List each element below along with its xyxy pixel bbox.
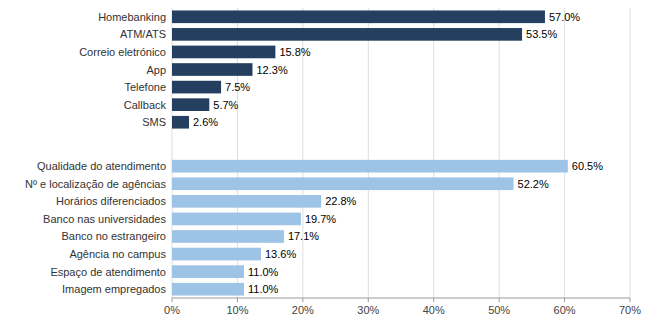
bar bbox=[172, 213, 301, 226]
grid-line bbox=[499, 8, 500, 298]
value-label: 17.1% bbox=[288, 230, 319, 242]
bar bbox=[172, 283, 244, 296]
value-label: 60.5% bbox=[572, 160, 603, 172]
x-tick-label: 70% bbox=[619, 304, 641, 316]
y-tick-label: Agência no campus bbox=[69, 248, 166, 260]
bar bbox=[172, 248, 261, 261]
y-axis: Homebanking ATM/ATS Correio eletrónico App T… bbox=[25, 11, 166, 295]
value-label: 2.6% bbox=[193, 116, 218, 128]
x-tick bbox=[302, 298, 303, 302]
bar bbox=[172, 195, 321, 208]
grid-line bbox=[630, 8, 631, 298]
y-tick-label: Banco nas universidades bbox=[43, 213, 166, 225]
x-tick-label: 0% bbox=[164, 304, 180, 316]
y-tick-label: ATM/ATS bbox=[120, 28, 166, 40]
y-tick-label: Correio eletrónico bbox=[79, 46, 166, 58]
x-axis-line bbox=[172, 298, 630, 299]
value-label: 11.0% bbox=[248, 283, 279, 295]
y-tick-label: Imagem empregados bbox=[62, 283, 166, 295]
x-tick-label: 20% bbox=[292, 304, 314, 316]
value-label: 52.2% bbox=[518, 178, 549, 190]
bar bbox=[172, 81, 221, 94]
bar bbox=[172, 116, 189, 129]
bars bbox=[172, 10, 568, 295]
y-tick-label: Espaço de atendimento bbox=[50, 266, 166, 278]
x-tick-label: 50% bbox=[488, 304, 510, 316]
bar bbox=[172, 28, 522, 41]
x-tick bbox=[433, 298, 434, 302]
y-tick-label: Qualidade do atendimento bbox=[37, 160, 166, 172]
value-label: 7.5% bbox=[225, 81, 250, 93]
value-label: 53.5% bbox=[526, 28, 557, 40]
y-tick-label: SMS bbox=[142, 116, 166, 128]
value-label: 12.3% bbox=[256, 64, 287, 76]
y-tick-label: App bbox=[146, 64, 166, 76]
value-label: 13.6% bbox=[265, 248, 296, 260]
x-axis: 0% 10% 20% 30% 40% 50% 60% 70% bbox=[164, 298, 641, 316]
value-label: 11.0% bbox=[248, 266, 279, 278]
grid bbox=[172, 8, 630, 298]
bar bbox=[172, 46, 275, 59]
labels: 57.0% 53.5% 15.8% 12.3% 7.5% 5.7% 2.6% 60.5% 52.… bbox=[193, 11, 603, 295]
bar bbox=[172, 230, 284, 243]
x-tick bbox=[564, 298, 565, 302]
bar bbox=[172, 10, 545, 23]
y-tick-label: Nº e localização de agências bbox=[25, 178, 166, 190]
x-tick bbox=[499, 298, 500, 302]
y-tick-label: Telefone bbox=[124, 81, 166, 93]
grid-line bbox=[564, 8, 565, 298]
x-tick-label: 60% bbox=[554, 304, 576, 316]
x-tick bbox=[237, 298, 238, 302]
y-tick-label: Homebanking bbox=[98, 11, 166, 23]
value-label: 19.7% bbox=[305, 213, 336, 225]
y-tick-label: Callback bbox=[124, 99, 167, 111]
value-label: 57.0% bbox=[549, 11, 580, 23]
x-tick-label: 30% bbox=[357, 304, 379, 316]
bar bbox=[172, 63, 252, 76]
x-tick bbox=[630, 298, 631, 302]
value-label: 15.8% bbox=[279, 46, 310, 58]
x-tick-label: 40% bbox=[423, 304, 445, 316]
chart-svg: 0% 10% 20% 30% 40% 50% 60% 70% 57.0% 53.5% 15.8% 12… bbox=[0, 0, 652, 324]
x-tick-label: 10% bbox=[226, 304, 248, 316]
value-label: 22.8% bbox=[325, 195, 356, 207]
bar bbox=[172, 160, 568, 173]
bar bbox=[172, 98, 209, 111]
x-tick bbox=[172, 298, 173, 302]
y-tick-label: Banco no estrangeiro bbox=[61, 230, 166, 242]
bar bbox=[172, 265, 244, 278]
grid-line bbox=[368, 8, 369, 298]
bar bbox=[172, 177, 514, 190]
chart-container: 0% 10% 20% 30% 40% 50% 60% 70% 57.0% 53.5% 15.8% 12… bbox=[0, 0, 652, 324]
value-label: 5.7% bbox=[213, 99, 238, 111]
x-tick bbox=[368, 298, 369, 302]
y-tick-label: Horários diferenciados bbox=[56, 195, 167, 207]
grid-line bbox=[433, 8, 434, 298]
